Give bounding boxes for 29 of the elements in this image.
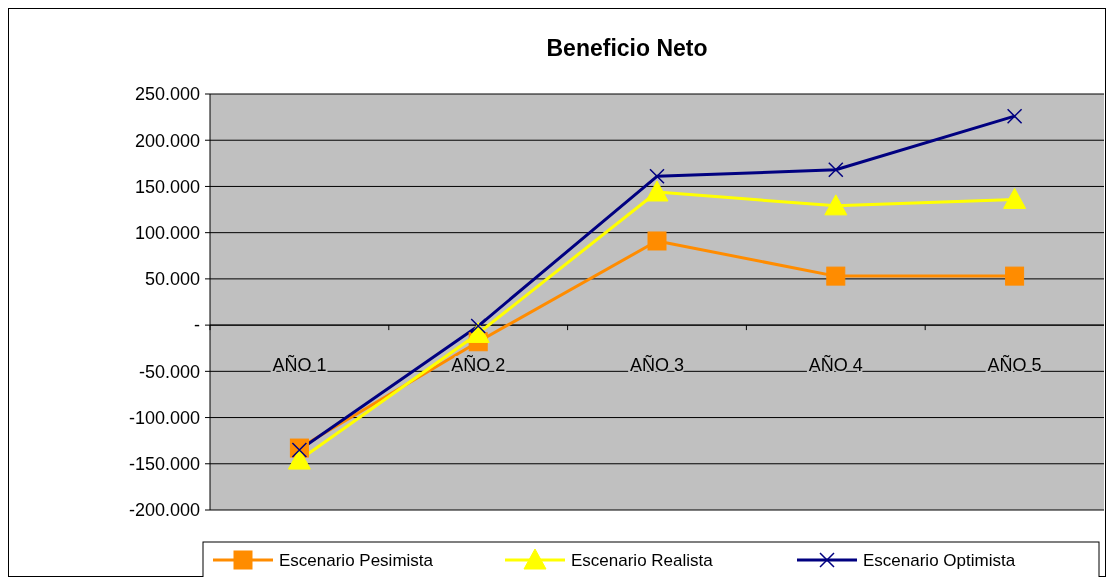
y-tick-label: 150.000: [134, 176, 200, 197]
point: [826, 266, 846, 286]
point: [1003, 187, 1027, 209]
x-tick-label: AÑO 3: [629, 354, 685, 376]
y-tick-label: 200.000: [134, 130, 200, 151]
point: [287, 448, 311, 470]
y-tick-label: -150.000: [128, 454, 200, 475]
y-tick-label: -100.000: [128, 407, 200, 428]
y-tick-label: 50.000: [144, 269, 200, 290]
chart-title: Beneficio Neto: [546, 35, 708, 61]
x-tick-label: AÑO 1: [272, 354, 327, 376]
y-tick-label: -: [194, 315, 200, 336]
y-tick-label: 100.000: [134, 222, 200, 243]
x-tick-label: AÑO 5: [987, 354, 1042, 376]
x-tick-label: AÑO 2: [451, 354, 506, 376]
y-tick-label: -50.000: [138, 361, 200, 382]
y-tick-label: 250.000: [134, 84, 200, 105]
point: [649, 168, 665, 185]
legend-label: Escenario Pesimista: [279, 550, 434, 570]
point: [647, 231, 667, 251]
point: [824, 194, 848, 216]
y-tick-label: -200.000: [128, 500, 200, 521]
legend-label: Escenario Realista: [571, 550, 714, 570]
legend-label: Escenario Optimista: [863, 550, 1016, 570]
point: [828, 162, 844, 178]
point: [1005, 266, 1025, 286]
point: [1006, 108, 1023, 124]
point: [645, 180, 669, 202]
x-tick-label: AÑO 4: [808, 354, 863, 376]
